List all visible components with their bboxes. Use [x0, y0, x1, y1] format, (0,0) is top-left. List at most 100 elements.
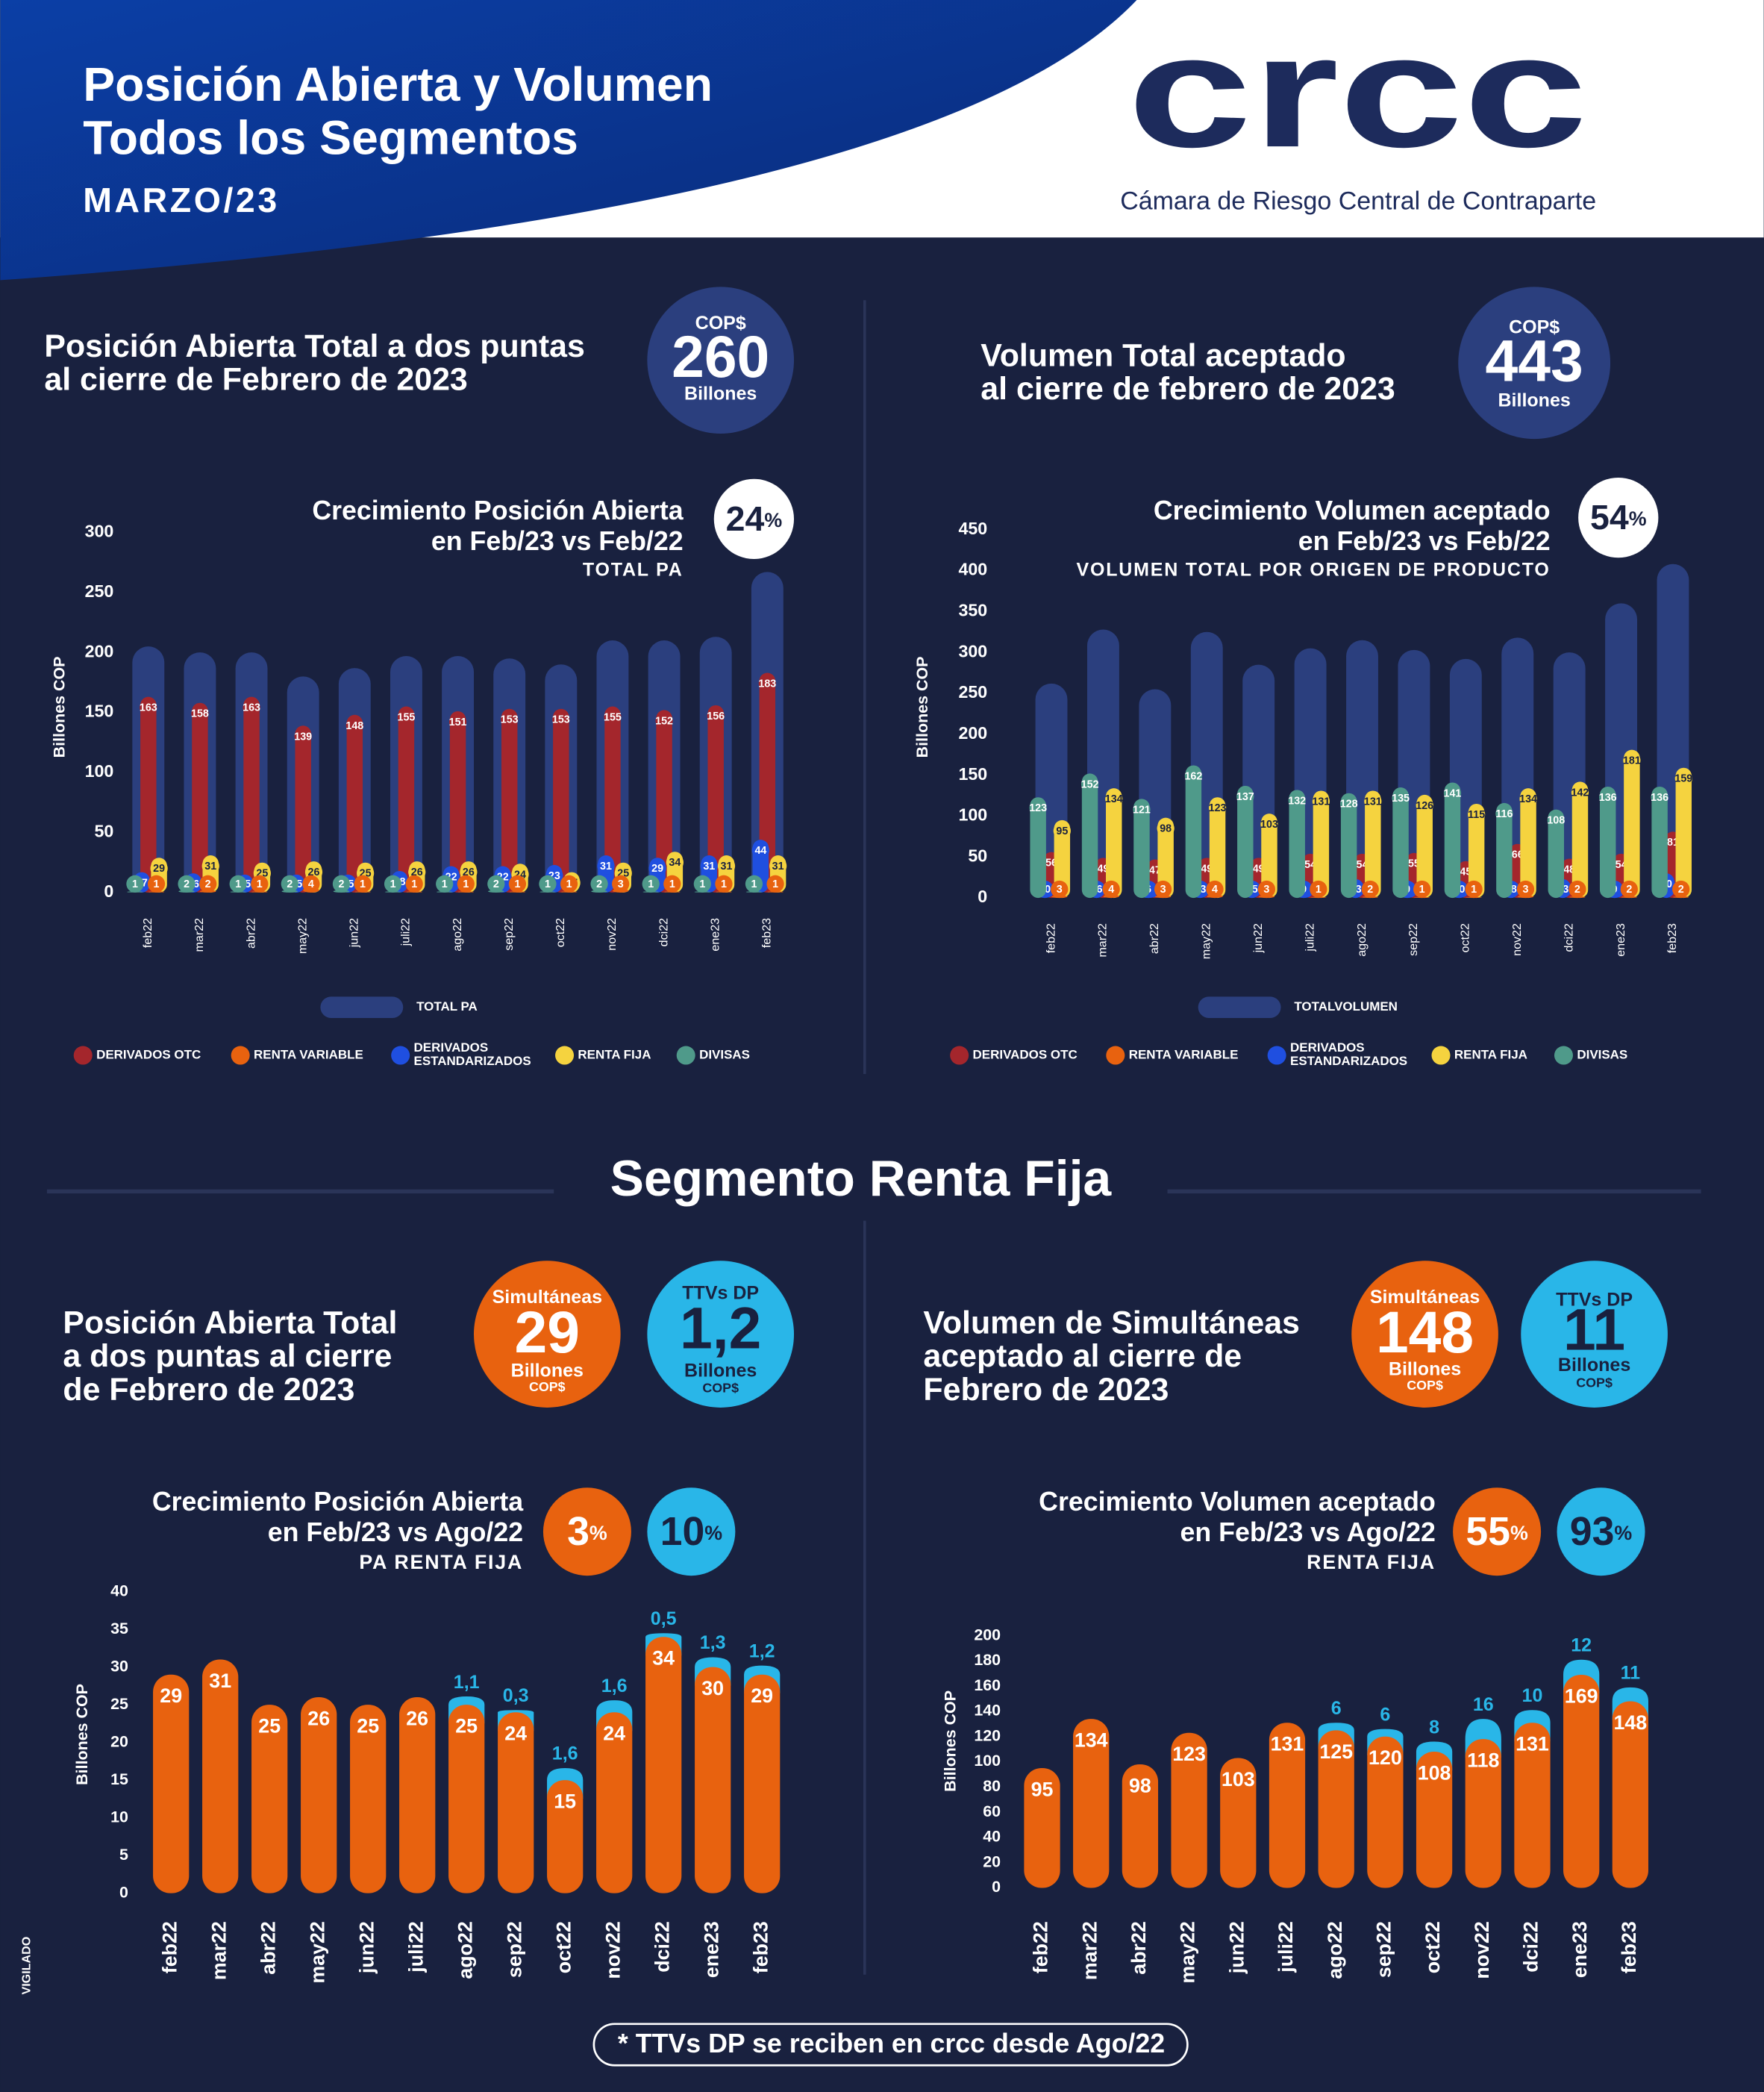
legend-label: RENTA VARIABLE: [254, 1047, 363, 1061]
x-tick-label: ago22: [1324, 1921, 1346, 1979]
bar-cap: [766, 875, 784, 893]
chart-subtitle: VOLUMEN TOTAL POR ORIGEN DE PRODUCTO: [1076, 560, 1550, 581]
bar-label: 1: [1471, 884, 1477, 896]
chart-subtitle: PA RENTA FIJA: [359, 1551, 523, 1573]
legend-swatch: [73, 1046, 93, 1065]
x-tick-label: mar22: [207, 1921, 230, 1980]
x-tick-label: dci22: [657, 918, 670, 946]
bar-cap: [1310, 880, 1327, 899]
bar-label: 2: [1367, 884, 1373, 896]
bar: [153, 1674, 190, 1893]
bar-label: 1: [772, 878, 778, 890]
bar-cap: [539, 875, 557, 893]
y-tick-label: 5: [119, 1846, 128, 1864]
bar-cap: [150, 859, 168, 878]
badge-label: Simultáneas: [492, 1287, 602, 1308]
bar: [449, 711, 466, 893]
bar-cap: [655, 712, 673, 730]
x-tick-label: oct22: [554, 918, 567, 947]
section-title: Segmento Renta Fija: [610, 1151, 1113, 1207]
bar-label: 103: [1260, 819, 1278, 831]
bar-label: 181: [1623, 755, 1641, 767]
bar: [1416, 1752, 1453, 1888]
y-tick-label: 0: [104, 881, 113, 901]
bar-cap: [1184, 767, 1203, 785]
bar-label: 25: [455, 1715, 478, 1737]
legend-label: TOTALVOLUMEN: [1294, 999, 1398, 1014]
header-period: MARZO/23: [83, 181, 280, 219]
chart-subtitle: TOTAL PA: [583, 560, 684, 581]
bar-cap: [663, 875, 681, 893]
bar-cap: [1208, 799, 1227, 817]
y-tick-label: 10: [110, 1808, 128, 1826]
x-tick-label: feb23: [760, 918, 774, 948]
bar-label: 1,2: [749, 1640, 775, 1661]
bar: [202, 1659, 239, 1893]
bar-label: 11: [1621, 1663, 1641, 1684]
bar-label: 118: [1467, 1749, 1499, 1772]
bar-label: 34: [669, 857, 681, 869]
x-tick-label: feb23: [1618, 1921, 1640, 1973]
vigilado: VIGILADO: [19, 1937, 33, 1995]
rf-badge: [647, 1261, 795, 1408]
x-tick-label: jun22: [355, 1921, 378, 1974]
bar: [1548, 809, 1565, 899]
bar: [140, 696, 157, 893]
bar-cap: [1468, 805, 1486, 823]
y-tick-label: 120: [974, 1726, 1001, 1744]
bar: [1392, 787, 1409, 899]
bar-label: 31: [703, 861, 715, 872]
badge-unit: Billones: [1498, 390, 1570, 411]
bar-cap: [1257, 880, 1276, 899]
bar: [1054, 819, 1071, 899]
rf-title: aceptado al cierre de: [923, 1338, 1242, 1374]
legend-swatch: [231, 1046, 250, 1065]
growth-number: 24: [726, 499, 765, 538]
x-tick-label: nov22: [1471, 1921, 1493, 1979]
y-axis-label: Billones COP: [73, 1684, 91, 1785]
bar: [1106, 788, 1122, 899]
bar-label: 142: [1571, 787, 1589, 799]
legend-label: RENTA FIJA: [1454, 1047, 1527, 1061]
bar-label: 131: [1271, 1733, 1304, 1755]
bar-label: 1: [721, 878, 727, 890]
bar-cap: [1157, 819, 1175, 837]
header-title: Todos los Segmentos: [83, 110, 578, 164]
bar-label: 2: [596, 878, 602, 890]
bar-label: 131: [1312, 796, 1330, 808]
bar-cap: [457, 875, 475, 893]
bar-cap: [1519, 790, 1537, 808]
bar-cap: [436, 875, 454, 893]
x-tick-label: ene23: [1614, 923, 1627, 957]
bar-label: 1: [545, 878, 551, 890]
bar-label: 2: [287, 878, 293, 890]
x-tick-label: juli22: [399, 918, 413, 947]
x-tick-label: feb22: [1030, 1921, 1052, 1973]
badge-currency: COP$: [702, 1381, 739, 1396]
bar-label: 26: [406, 1708, 428, 1730]
bar-cap: [294, 727, 312, 746]
bar-label: 123: [1172, 1743, 1206, 1765]
bar: [1340, 793, 1357, 899]
bar-label: 2: [1678, 884, 1684, 896]
y-tick-label: 20: [110, 1732, 128, 1750]
bar-label: 44: [754, 845, 766, 857]
bar-label: 158: [191, 708, 209, 720]
bar-cap: [405, 875, 423, 893]
bar-cap: [1495, 805, 1513, 822]
bar-cap: [1623, 752, 1641, 769]
x-tick-label: abr22: [1148, 923, 1161, 954]
growth-value: 93%: [1570, 1509, 1633, 1554]
y-tick-label: 0: [978, 887, 987, 906]
bar-label: 1,6: [601, 1676, 628, 1696]
bar-cap: [251, 875, 269, 893]
bar-cap: [1105, 790, 1123, 808]
bar: [398, 706, 415, 893]
header-title: Posición Abierta y Volumen: [83, 57, 713, 111]
bar-cap: [1236, 787, 1254, 805]
bar-cap: [1416, 796, 1433, 814]
bar-label: 1: [699, 878, 705, 890]
summary-badge: [647, 287, 795, 434]
x-tick-label: ene23: [1568, 1921, 1591, 1978]
y-tick-label: 140: [974, 1702, 1001, 1720]
